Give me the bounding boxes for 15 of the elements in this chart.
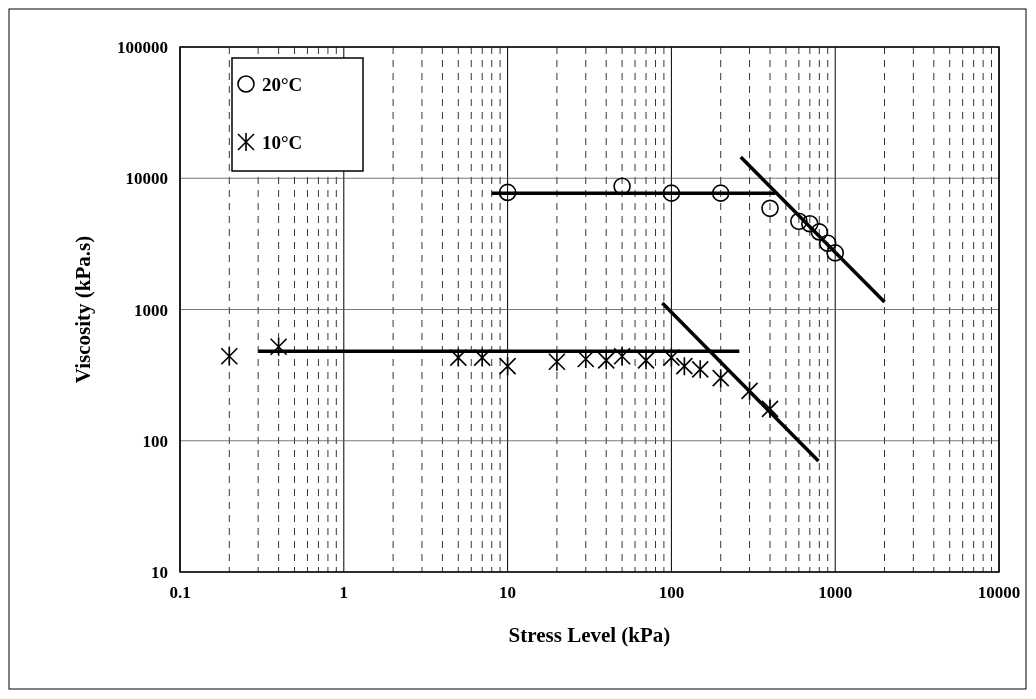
x-tick-label: 1000: [818, 583, 853, 602]
legend-label: 20°C: [262, 74, 303, 95]
y-tick-label: 10: [151, 563, 168, 582]
y-tick-label: 10000: [125, 169, 168, 189]
x-axis-title: Stress Level (kPa): [508, 623, 671, 647]
x-tick-label: 1: [339, 583, 349, 602]
y-tick-label: 100000: [117, 38, 168, 57]
x-tick-label: 100: [658, 583, 685, 602]
x-tick-label: 10000: [977, 583, 1021, 602]
x-tick-label: 10: [499, 583, 517, 602]
x-tick-label: 0.1: [169, 583, 191, 602]
y-axis-title: Viscosity (kPa.s): [71, 235, 95, 384]
y-tick-label: 100: [142, 431, 168, 451]
legend-label: 10°C: [262, 132, 303, 153]
y-tick-label: 1000: [134, 300, 168, 320]
